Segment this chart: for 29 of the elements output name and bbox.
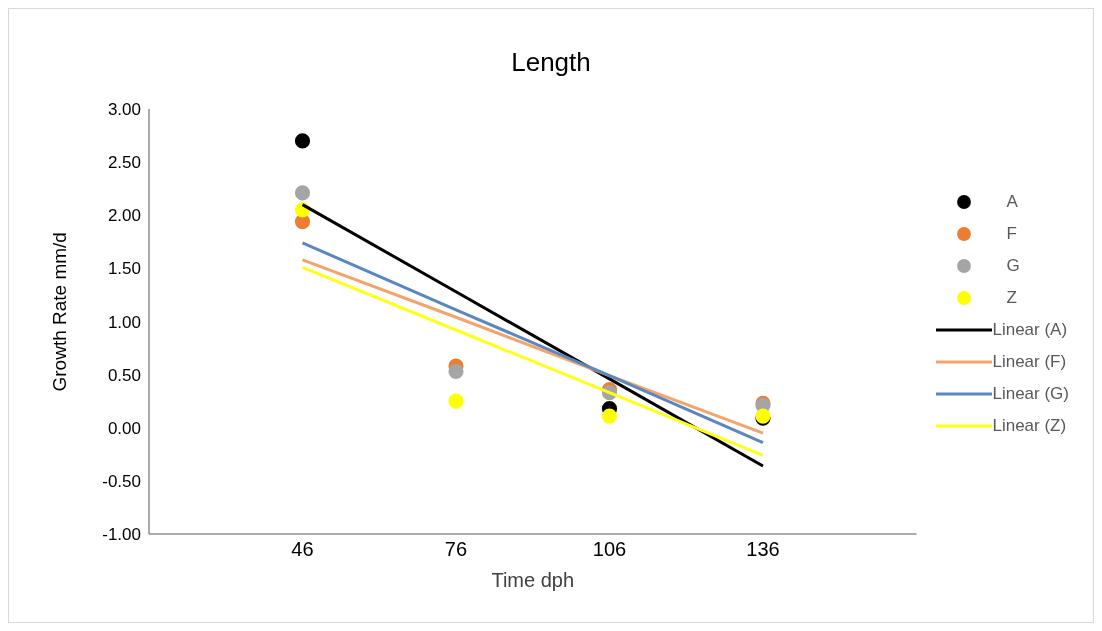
y-tick-label: 2.50 xyxy=(107,153,141,173)
y-tick-label: 1.00 xyxy=(107,312,141,332)
y-tick-label: 0.00 xyxy=(107,418,141,438)
y-axis-title: Growth Rate mm/d xyxy=(48,232,70,392)
legend-label: Linear (Z) xyxy=(992,416,1067,436)
y-tick-label: 2.00 xyxy=(107,206,141,226)
x-axis-title: Time dph xyxy=(491,569,575,591)
legend-label: Linear (A) xyxy=(992,320,1068,340)
legend-label: Linear (G) xyxy=(992,384,1069,404)
legend-label: F xyxy=(1006,224,1017,244)
legend-label: G xyxy=(1006,256,1020,276)
y-tick-label: -0.50 xyxy=(102,471,141,491)
x-tick-label: 106 xyxy=(592,538,627,561)
chart-title: Length xyxy=(510,47,592,78)
point xyxy=(294,133,311,149)
y-tick-label: 0.50 xyxy=(107,365,141,385)
y-tick-label: -1.00 xyxy=(102,525,141,545)
y-tick-label: 3.00 xyxy=(107,100,141,120)
legend-label: A xyxy=(1006,192,1018,212)
y-tick-label: 1.50 xyxy=(107,259,141,279)
x-tick-label: 46 xyxy=(291,538,314,561)
point xyxy=(448,393,464,409)
legend-label: Z xyxy=(1006,288,1017,308)
x-tick-label: 136 xyxy=(746,538,780,561)
x-tick-label: 76 xyxy=(444,538,468,561)
point xyxy=(601,408,618,424)
point xyxy=(294,185,311,201)
legend-label: Linear (F) xyxy=(992,352,1067,372)
point xyxy=(448,363,464,379)
